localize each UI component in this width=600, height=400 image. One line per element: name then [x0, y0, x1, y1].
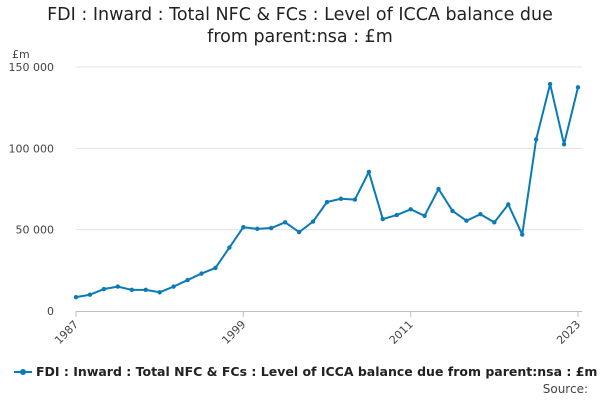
- data-point[interactable]: [575, 85, 581, 90]
- x-tick-label: 1987: [52, 318, 81, 347]
- data-point[interactable]: [171, 284, 176, 289]
- y-tick-label: 100 000: [9, 142, 55, 155]
- y-tick-label: 50 000: [16, 224, 55, 237]
- data-point[interactable]: [213, 265, 218, 271]
- legend[interactable]: FDI : Inward : Total NFC & FCs : Level o…: [14, 364, 597, 379]
- chart-title-line-2: from parent:nsa : £m: [207, 27, 393, 47]
- data-point[interactable]: [199, 271, 204, 276]
- data-point[interactable]: [324, 199, 330, 205]
- data-point[interactable]: [338, 196, 344, 201]
- data-point[interactable]: [115, 284, 121, 289]
- data-point[interactable]: [73, 294, 79, 300]
- data-point[interactable]: [520, 232, 525, 237]
- data-point[interactable]: [366, 169, 372, 175]
- data-point[interactable]: [408, 207, 413, 212]
- data-point[interactable]: [101, 286, 107, 292]
- data-point[interactable]: [380, 216, 385, 222]
- series-line: [75, 83, 579, 299]
- x-tick-label: 2023: [554, 318, 583, 347]
- data-point[interactable]: [157, 290, 162, 295]
- y-tick-label: 0: [47, 305, 54, 318]
- series: [73, 81, 581, 300]
- data-point[interactable]: [464, 218, 469, 223]
- data-point[interactable]: [185, 277, 190, 283]
- data-point[interactable]: [129, 287, 134, 293]
- y-axis-ticks: 0 50 000 100 000 150 000: [9, 61, 55, 318]
- data-point[interactable]: [241, 225, 246, 230]
- data-point[interactable]: [506, 202, 511, 207]
- data-point[interactable]: [492, 220, 497, 225]
- data-point[interactable]: [296, 229, 302, 235]
- y-axis-label: £m: [12, 48, 30, 61]
- data-point[interactable]: [143, 287, 148, 293]
- chart-title-line-1: FDI : Inward : Total NFC & FCs : Level o…: [47, 5, 553, 25]
- data-point[interactable]: [255, 226, 260, 232]
- data-point[interactable]: [533, 137, 539, 142]
- data-point[interactable]: [352, 197, 358, 202]
- gridlines: [76, 66, 582, 231]
- data-point[interactable]: [547, 81, 553, 87]
- data-point[interactable]: [478, 212, 483, 217]
- data-point[interactable]: [436, 186, 441, 192]
- y-tick-label: 150 000: [9, 61, 55, 74]
- data-point[interactable]: [561, 142, 567, 147]
- chart-title: FDI : Inward : Total NFC & FCs : Level o…: [0, 4, 600, 48]
- x-axis-ticks: 1987 1999 2011 2023: [52, 311, 583, 347]
- data-point[interactable]: [422, 213, 427, 219]
- data-point[interactable]: [282, 220, 288, 225]
- data-point[interactable]: [269, 225, 274, 231]
- x-tick-label: 2011: [387, 318, 416, 347]
- legend-swatch: [14, 367, 32, 377]
- source-label: Source:: [542, 382, 588, 396]
- data-point[interactable]: [310, 219, 316, 224]
- data-point[interactable]: [87, 292, 93, 297]
- data-point[interactable]: [394, 212, 399, 218]
- data-point[interactable]: [450, 208, 455, 214]
- data-point[interactable]: [227, 245, 232, 250]
- legend-label: FDI : Inward : Total NFC & FCs : Level o…: [36, 364, 598, 379]
- x-tick-label: 1999: [219, 318, 248, 347]
